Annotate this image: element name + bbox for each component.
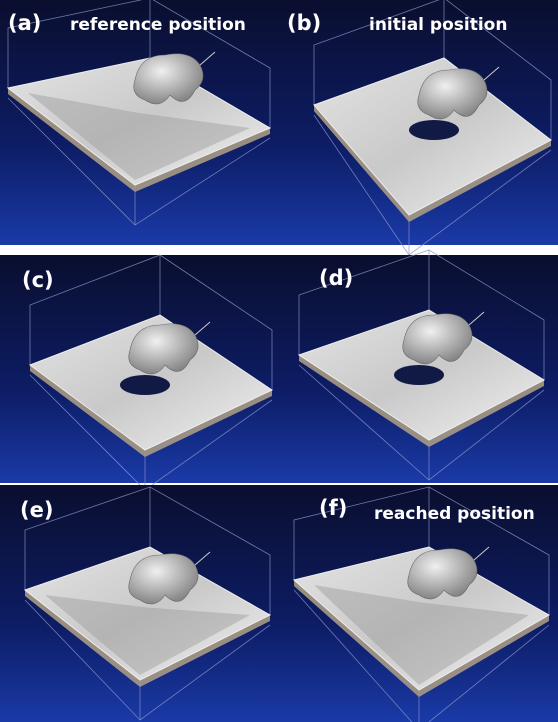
hole xyxy=(394,365,444,385)
panel: (a) reference position xyxy=(0,0,279,245)
panel-label: (a) xyxy=(8,11,41,35)
panel-caption: reference position xyxy=(70,15,246,35)
panel: (d) xyxy=(279,250,558,483)
panel-caption: reached position xyxy=(374,504,535,524)
figure: (a) reference position (b) initial position… xyxy=(0,0,558,722)
panel: (c) xyxy=(0,255,279,490)
panel-label: (d) xyxy=(319,266,353,290)
panel-label: (b) xyxy=(287,11,321,35)
panel: (b) initial position xyxy=(279,0,558,255)
page: (a) reference position (b) initial position… xyxy=(0,0,558,722)
panel-label: (e) xyxy=(20,498,53,522)
hole xyxy=(409,120,459,140)
hole xyxy=(120,375,170,395)
panel-label: (c) xyxy=(22,268,54,292)
panel-label: (f) xyxy=(319,496,347,520)
panel: (e) xyxy=(0,485,279,722)
panel-caption: initial position xyxy=(369,15,507,35)
panel: (f) reached position xyxy=(279,485,558,722)
